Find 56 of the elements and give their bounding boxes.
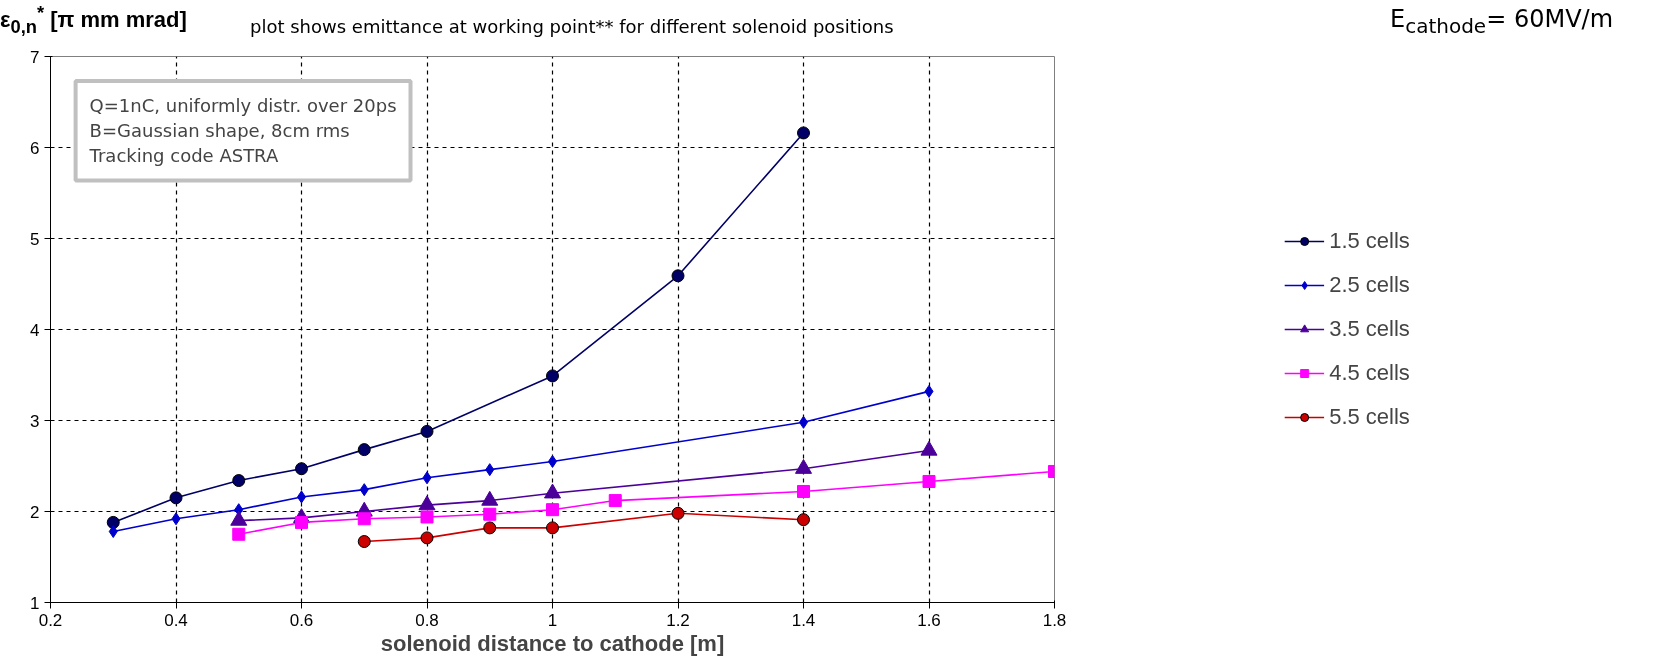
point bbox=[357, 443, 371, 457]
point bbox=[924, 384, 934, 398]
point bbox=[608, 494, 622, 508]
x-tick-label: 1.4 bbox=[791, 610, 816, 630]
y-axis-title: ε$_{0,n}$$^{*}$ [π mm mrad] bbox=[0, 1, 188, 39]
point bbox=[169, 491, 183, 505]
point bbox=[546, 521, 559, 535]
x-tick-label: 1 bbox=[547, 610, 558, 630]
legend-label: 2.5 cells bbox=[1329, 272, 1410, 298]
point bbox=[232, 527, 246, 541]
text: E$_{cathode}$= 60MV/m bbox=[1390, 3, 1614, 40]
legend-label: 3.5 cells bbox=[1329, 316, 1410, 342]
x-tick-label: 1.6 bbox=[917, 610, 941, 630]
point bbox=[671, 506, 685, 520]
point bbox=[232, 474, 246, 488]
x-axis-title: solenoid distance to cathode [m] bbox=[380, 630, 725, 656]
point bbox=[420, 510, 434, 524]
y-tick-label: 7 bbox=[30, 47, 40, 67]
point bbox=[106, 515, 120, 529]
x-tick-label: 1.8 bbox=[1042, 610, 1067, 630]
point bbox=[797, 126, 810, 140]
point bbox=[546, 503, 559, 517]
point bbox=[295, 515, 308, 529]
point bbox=[922, 474, 936, 488]
x-tick-label: 0.2 bbox=[38, 610, 63, 630]
point bbox=[797, 513, 810, 527]
y-tick-label: 5 bbox=[30, 229, 40, 249]
annotation: Q=1nC, uniformly distr. over 20ps B=Gaussian shape, 8cm rms Tracking code ASTRA bbox=[88, 95, 397, 167]
x-tick-label: 0.6 bbox=[289, 610, 314, 630]
legend-label: 1.5 cells bbox=[1329, 228, 1410, 254]
point bbox=[485, 463, 495, 477]
point bbox=[671, 269, 685, 283]
y-tick-label: 2 bbox=[30, 502, 40, 522]
point bbox=[797, 484, 810, 498]
x-tick-label: 0.8 bbox=[415, 610, 439, 630]
y-tick-label: 1 bbox=[30, 593, 40, 613]
y-tick-label: 4 bbox=[30, 320, 40, 340]
point bbox=[108, 525, 118, 539]
point bbox=[359, 483, 369, 497]
y-tick-label: 3 bbox=[30, 411, 40, 431]
x-tick-label: 0.4 bbox=[164, 610, 188, 630]
x-tick-label: 1.2 bbox=[666, 610, 690, 630]
point bbox=[483, 521, 497, 535]
chart-title: plot shows emittance at working point** for different solenoid positions bbox=[250, 15, 895, 40]
point bbox=[295, 462, 308, 476]
point bbox=[357, 535, 371, 549]
y-tick-label: 6 bbox=[30, 138, 40, 158]
point bbox=[420, 424, 434, 438]
point bbox=[420, 531, 434, 545]
legend-label: 4.5 cells bbox=[1329, 360, 1410, 386]
legend-label: 5.5 cells bbox=[1329, 404, 1410, 430]
point bbox=[422, 471, 432, 485]
point bbox=[546, 369, 559, 383]
point bbox=[171, 512, 181, 526]
point bbox=[357, 512, 371, 526]
point bbox=[483, 507, 497, 521]
